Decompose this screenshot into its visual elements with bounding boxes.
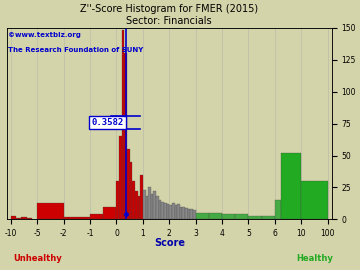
Bar xyxy=(190,209,193,220)
Bar xyxy=(27,218,32,220)
Bar xyxy=(22,217,27,220)
Bar xyxy=(37,203,64,220)
Bar xyxy=(301,181,328,220)
Bar xyxy=(132,181,135,220)
Bar xyxy=(248,215,262,220)
Bar xyxy=(153,191,156,220)
Bar xyxy=(16,218,22,220)
Bar xyxy=(138,197,140,220)
Text: The Research Foundation of SUNY: The Research Foundation of SUNY xyxy=(8,47,144,53)
Text: Healthy: Healthy xyxy=(296,254,333,263)
Bar xyxy=(117,181,119,220)
Bar xyxy=(177,204,180,220)
Bar xyxy=(164,203,167,220)
Bar xyxy=(167,204,169,220)
Bar xyxy=(122,31,125,220)
Bar xyxy=(169,205,172,220)
Bar xyxy=(151,194,153,220)
Text: Unhealthy: Unhealthy xyxy=(13,254,62,263)
Bar xyxy=(145,197,148,220)
Bar xyxy=(159,200,161,220)
Bar xyxy=(282,153,301,220)
Bar xyxy=(175,205,177,220)
Bar xyxy=(196,213,209,220)
X-axis label: Score: Score xyxy=(154,238,185,248)
Bar xyxy=(180,207,183,220)
Bar xyxy=(140,175,143,220)
Bar xyxy=(130,162,132,220)
Bar xyxy=(161,201,164,220)
Bar xyxy=(156,197,159,220)
Title: Z''-Score Histogram for FMER (2015)
Sector: Financials: Z''-Score Histogram for FMER (2015) Sect… xyxy=(80,4,258,26)
Bar xyxy=(209,213,222,220)
Text: 0.3582: 0.3582 xyxy=(91,118,124,127)
Bar xyxy=(125,53,127,220)
Bar xyxy=(275,200,282,220)
Bar xyxy=(148,187,151,220)
Bar xyxy=(183,207,185,220)
Bar xyxy=(185,208,188,220)
Bar xyxy=(103,207,117,220)
Bar xyxy=(222,214,235,220)
Text: ©www.textbiz.org: ©www.textbiz.org xyxy=(8,32,81,38)
Bar xyxy=(135,191,138,220)
Bar xyxy=(143,190,145,220)
Bar xyxy=(119,136,122,220)
Bar xyxy=(262,215,275,220)
Bar xyxy=(193,211,196,220)
Bar xyxy=(188,209,190,220)
Bar xyxy=(64,217,90,220)
Bar xyxy=(11,215,16,220)
Bar xyxy=(172,203,175,220)
Bar xyxy=(90,214,103,220)
Bar xyxy=(127,149,130,220)
Bar xyxy=(235,214,248,220)
